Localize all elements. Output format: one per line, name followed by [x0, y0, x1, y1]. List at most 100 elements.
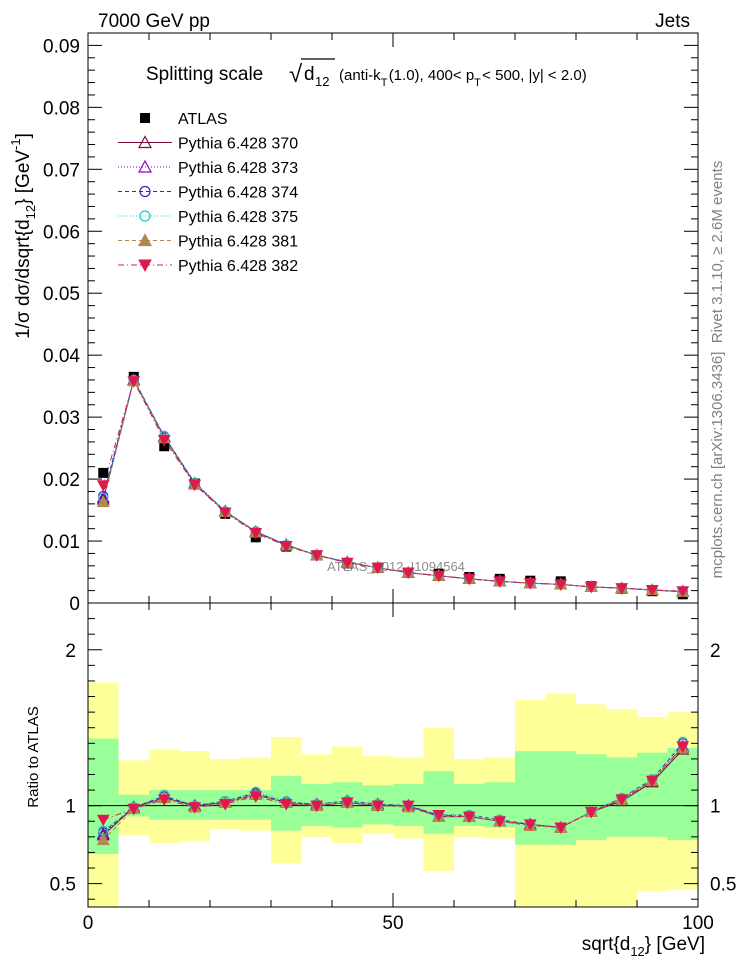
ratio-point — [645, 775, 659, 788]
watermark: ATLAS_2012_I1094564 — [327, 559, 465, 574]
title-cut: (1.0), 400< p — [389, 67, 474, 84]
ratio-point — [676, 741, 690, 753]
mc-point — [157, 435, 171, 447]
series-line — [102, 379, 683, 593]
ratio-point — [493, 816, 507, 828]
legend-marker — [138, 259, 152, 273]
legend-marker — [139, 210, 151, 222]
title-cut: < 500, |y| < 2.0) — [482, 67, 587, 84]
label-part: 12 — [630, 944, 644, 959]
label-part: -1 — [8, 138, 23, 150]
ratio-y-tick-label: 0.5 — [50, 875, 76, 896]
plot-title: Splitting scale √ d 12 (anti-k T (1.0), 400< p… — [146, 58, 587, 89]
mc-point — [96, 480, 110, 492]
legend-label: Pythia 6.428 381 — [178, 234, 298, 251]
mc-point — [340, 557, 354, 570]
mc-point — [615, 583, 629, 595]
title-main: Splitting scale — [146, 64, 263, 85]
ratio-point — [249, 791, 263, 803]
x-tick-label: 0 — [83, 913, 94, 934]
ratio-point — [584, 806, 598, 819]
mc-point — [218, 507, 232, 520]
mc-point — [432, 570, 446, 583]
legend-marker — [137, 159, 153, 173]
ratio-panel: 0.5 0.5 1 1 2 2 0 50 100 — [50, 602, 736, 934]
header-left: 7000 GeV pp — [98, 11, 210, 32]
ratio-y-tick-label: 1 — [65, 797, 76, 818]
label-part: 12 — [23, 205, 38, 219]
ratio-point — [96, 833, 110, 846]
y-tick-label: 0.01 — [43, 532, 80, 553]
band-stat — [576, 754, 607, 840]
legend-label: Pythia 6.428 375 — [178, 209, 298, 226]
ratio-point — [218, 799, 232, 811]
title-var: d — [304, 64, 315, 85]
legend-label: Pythia 6.428 373 — [178, 160, 298, 177]
band-stat — [667, 747, 698, 840]
label-part: } [GeV — [13, 150, 34, 205]
y-tick-label: 0.04 — [43, 346, 80, 367]
mc-point — [493, 576, 507, 588]
label-part: ] — [13, 133, 34, 138]
ratio-point — [157, 794, 171, 806]
legend-label: Pythia 6.428 374 — [178, 185, 298, 202]
ratio-point — [340, 797, 354, 810]
data-point — [98, 467, 109, 478]
title-sqrt: √ — [289, 61, 303, 88]
title-cut: (anti-k — [339, 67, 381, 84]
ratio-point — [127, 803, 141, 816]
x-tick-label: 50 — [382, 913, 403, 934]
y-tick-label: 0.02 — [43, 470, 80, 491]
label-part: } [GeV] — [645, 934, 705, 955]
y-tick-label: 0 — [69, 594, 80, 615]
legend-marker — [139, 185, 151, 198]
ratio-point — [310, 800, 324, 813]
ratio-point — [279, 799, 293, 811]
mc-point — [310, 550, 324, 562]
y-tick-label: 0.06 — [43, 222, 80, 243]
y-tick-label: 0.03 — [43, 408, 80, 429]
legend-label: ATLAS — [178, 111, 228, 128]
ratio-point — [188, 802, 202, 814]
mc-point — [462, 573, 476, 586]
y-tick-label: 0.05 — [43, 284, 80, 305]
ratio-point — [401, 800, 415, 813]
rivet-label: Rivet 3.1.10, ≥ 2.6M events — [709, 161, 726, 344]
ratio-y-tick-label: 2 — [710, 641, 721, 662]
ratio-point — [371, 800, 385, 813]
legend-label: Pythia 6.428 370 — [178, 136, 298, 153]
main-y-label-text: 1/σ dσ/dsqrt{d12} [GeV-1] — [8, 133, 38, 339]
x-tick-label: 100 — [682, 913, 714, 934]
mc-point — [645, 584, 659, 597]
label-part: 1/σ dσ/dsqrt{d — [13, 219, 34, 339]
x-label-text: sqrt{d12} [GeV] — [582, 934, 705, 959]
legend: ATLAS Pythia 6.428 370 Pythia 6.428 373 Pyt… — [118, 111, 298, 275]
mc-point — [279, 541, 293, 553]
mc-point — [676, 586, 690, 598]
mc-point — [127, 376, 141, 388]
legend-marker — [140, 113, 150, 123]
mc-point — [584, 581, 598, 594]
label-part: sqrt{d — [582, 934, 631, 955]
mc-point — [96, 495, 110, 508]
title-cut-sub: T — [381, 77, 388, 89]
mc-point — [523, 578, 537, 590]
ratio-point — [615, 794, 629, 806]
ratio-y-tick-label: 1 — [710, 797, 721, 818]
x-axis-label: sqrt{d12} [GeV] — [582, 934, 705, 959]
mc-point — [188, 479, 202, 492]
ratio-point — [462, 811, 476, 824]
mc-point — [249, 527, 263, 540]
ratio-point — [432, 810, 446, 822]
y-tick-label: 0.08 — [43, 98, 80, 119]
ratio-point — [523, 819, 537, 831]
legend-marker — [137, 233, 153, 247]
ratio-y-axis-label: Ratio to ATLAS — [25, 706, 42, 807]
ratio-point — [554, 822, 568, 835]
ratio-y-tick-label: 0.5 — [710, 875, 736, 896]
ratio-point — [96, 814, 110, 827]
mc-point — [371, 562, 385, 575]
title-var-sub: 12 — [315, 74, 329, 89]
band-stat — [423, 771, 454, 834]
